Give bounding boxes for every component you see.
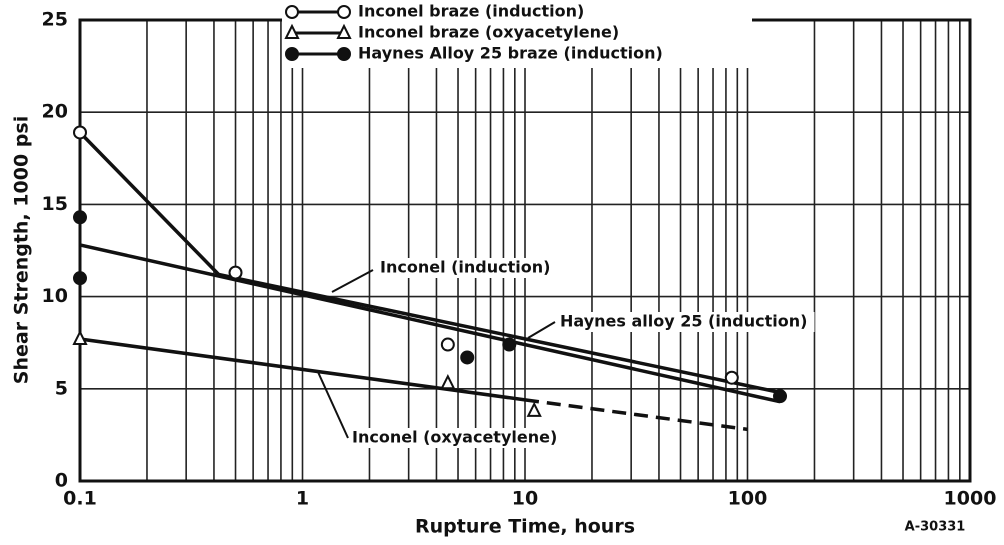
y-axis-label: Shear Strength, 1000 psi xyxy=(11,116,33,384)
annotation: Inconel (oxyacetylene) xyxy=(352,428,557,447)
x-tick-label: 10 xyxy=(512,488,538,510)
legend-label: Inconel braze (induction) xyxy=(358,2,584,21)
x-tick-label: 1 xyxy=(296,488,309,510)
y-tick-label: 5 xyxy=(55,377,68,399)
point xyxy=(73,271,87,286)
y-tick-label: 0 xyxy=(55,470,68,492)
fit-line xyxy=(524,398,748,432)
leader-line xyxy=(331,269,374,293)
x-tick-label: 0.1 xyxy=(63,488,97,510)
annotation-bg xyxy=(350,428,559,448)
point xyxy=(440,337,455,352)
point xyxy=(73,210,87,225)
point xyxy=(502,337,517,352)
figure-code: A-30331 xyxy=(905,520,966,535)
point xyxy=(72,329,88,346)
legend-marker xyxy=(285,47,299,61)
y-tick-label: 25 xyxy=(42,9,68,31)
leader-line xyxy=(527,321,556,339)
point xyxy=(73,125,87,140)
point xyxy=(724,370,739,385)
point xyxy=(773,389,788,404)
fit-line xyxy=(79,243,781,404)
legend-label: Inconel braze (oxyacetylene) xyxy=(358,23,619,42)
point xyxy=(526,401,542,417)
legend-marker xyxy=(284,23,300,39)
legend-marker xyxy=(337,5,351,19)
annotation: Haynes alloy 25 (induction) xyxy=(560,312,807,331)
y-tick-label: 20 xyxy=(42,101,68,123)
point xyxy=(460,350,475,365)
point xyxy=(440,374,456,390)
x-tick-label: 100 xyxy=(728,488,768,510)
leader-line xyxy=(317,371,349,439)
legend-marker xyxy=(337,47,351,61)
x-axis-label: Rupture Time, hours xyxy=(415,516,635,538)
y-tick-label: 10 xyxy=(42,285,68,307)
legend-marker xyxy=(285,5,299,19)
legend-bg xyxy=(282,2,752,68)
y-tick-label: 15 xyxy=(42,193,68,215)
annotation-bg xyxy=(558,312,815,332)
annotation-bg xyxy=(378,258,559,278)
point xyxy=(228,265,243,280)
fit-line xyxy=(79,337,526,402)
x-tick-label: 1000 xyxy=(944,488,997,510)
annotation: Inconel (induction) xyxy=(380,258,550,277)
legend-label: Haynes Alloy 25 braze (induction) xyxy=(358,44,663,63)
legend-marker xyxy=(336,23,352,39)
